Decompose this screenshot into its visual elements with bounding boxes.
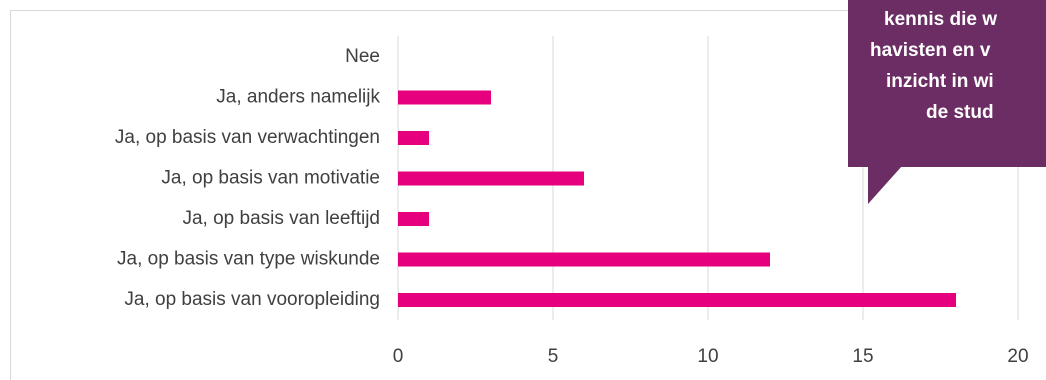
category-label: Ja, anders namelijk [216, 87, 380, 108]
bar [398, 131, 429, 145]
callout-line-3: inzicht in wi [886, 71, 994, 92]
callout-line-1: kennis die w [884, 9, 997, 30]
callout-text: kennis die w havisten en v inzicht in wi… [848, 4, 1046, 128]
bar [398, 293, 956, 307]
chart-frame [10, 10, 1046, 380]
x-tick-label: 5 [548, 346, 559, 367]
x-tick-label: 0 [393, 346, 404, 367]
category-label: Ja, op basis van leeftijd [182, 208, 380, 229]
bar [398, 171, 584, 186]
category-label: Ja, op basis van verwachtingen [115, 127, 380, 148]
x-tick-label: 15 [852, 346, 873, 367]
category-label: Nee [345, 46, 380, 67]
callout-tail [868, 166, 902, 204]
x-tick-label: 20 [1007, 346, 1028, 367]
callout-line-2: havisten en v [870, 40, 991, 61]
callout-box: kennis die w havisten en v inzicht in wi… [848, 0, 1046, 167]
category-label: Ja, op basis van vooropleiding [124, 289, 380, 310]
callout-line-4: de stud [926, 102, 994, 123]
bar [398, 90, 491, 105]
category-label: Ja, op basis van motivatie [161, 168, 380, 189]
bar [398, 252, 770, 267]
x-tick-label: 10 [697, 346, 718, 367]
category-label: Ja, op basis van type wiskunde [117, 249, 380, 270]
bar [398, 212, 429, 226]
